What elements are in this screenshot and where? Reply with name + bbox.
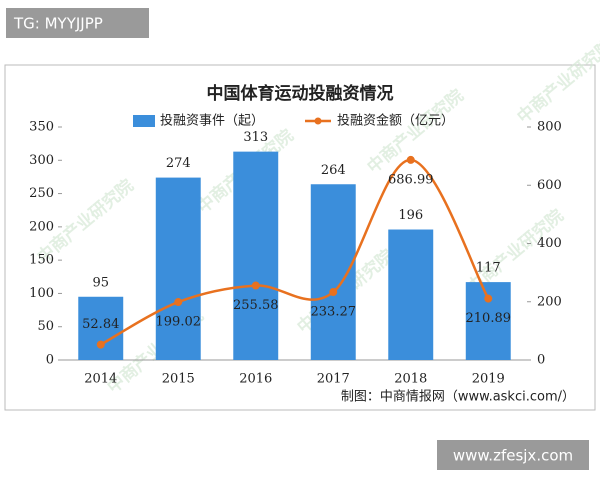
tg-label: TG: MYYJJPP: [13, 15, 103, 33]
y2-tick-label: 400: [537, 236, 562, 251]
y-tick-label: 350: [29, 120, 54, 135]
x-tick-label: 2014: [84, 372, 117, 387]
line-value-label: 199.02: [156, 315, 202, 330]
bar-value-label: 117: [476, 261, 501, 276]
bar-value-label: 274: [166, 156, 191, 171]
bar-value-label: 264: [321, 163, 346, 178]
y2-tick-label: 800: [537, 120, 562, 135]
line-point: [329, 288, 338, 297]
y-tick-label: 200: [29, 219, 54, 234]
bar-value-label: 196: [398, 208, 423, 223]
y-tick-label: 0: [46, 353, 54, 368]
bar: [155, 177, 201, 360]
y2-tick-label: 0: [537, 353, 545, 368]
line-point: [484, 294, 493, 303]
site-badge: [437, 440, 589, 470]
line-value-label: 686.99: [388, 172, 434, 187]
x-tick-label: 2017: [317, 372, 350, 387]
y-tick-label: 300: [29, 153, 54, 168]
line-value-label: 233.27: [311, 305, 357, 320]
tg-badge: [6, 8, 149, 38]
y-tick-label: 50: [37, 319, 54, 334]
line-point: [174, 298, 183, 307]
y-tick-label: 150: [29, 253, 54, 268]
bar: [78, 296, 124, 360]
y2-tick-label: 200: [537, 294, 562, 309]
line-value-label: 52.84: [82, 317, 119, 332]
x-tick-label: 2018: [394, 372, 427, 387]
legend-label: 投融资事件（起）: [160, 113, 264, 129]
line-point: [406, 155, 415, 164]
line-value-label: 210.89: [466, 311, 512, 326]
y-tick-label: 100: [29, 286, 54, 301]
y2-tick-label: 600: [537, 178, 562, 193]
bar-value-label: 95: [92, 275, 109, 290]
bar-value-label: 313: [243, 130, 268, 145]
bar: [388, 229, 434, 360]
x-tick-label: 2015: [162, 372, 195, 387]
bar: [233, 151, 279, 360]
site-label: www.zfesjx.com: [453, 447, 573, 465]
chart-title: 中国体育运动投融资情况: [207, 83, 394, 104]
x-tick-label: 2016: [239, 372, 272, 387]
legend-label: 投融资金额（亿元）: [337, 113, 454, 129]
y-tick-label: 250: [29, 186, 54, 201]
legend-swatch-bar: [133, 115, 155, 127]
line-point: [96, 340, 105, 349]
legend-swatch-dot: [314, 117, 322, 125]
line-point: [251, 281, 260, 290]
line-value-label: 255.58: [233, 298, 279, 313]
source-note: 制图：中商情报网（www.askci.com/）: [341, 390, 575, 405]
x-tick-label: 2019: [472, 372, 505, 387]
